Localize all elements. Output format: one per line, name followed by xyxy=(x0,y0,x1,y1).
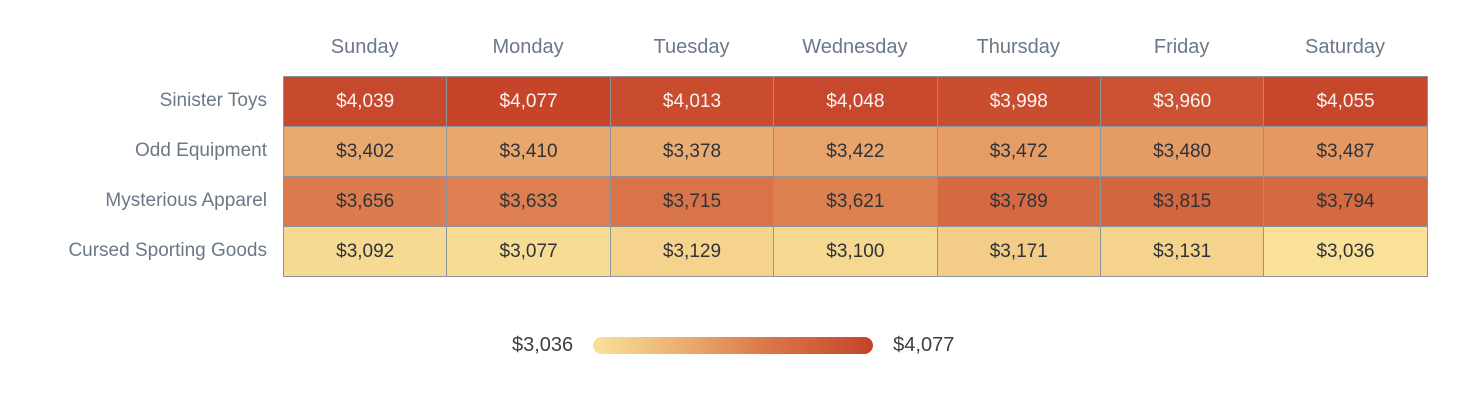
heatmap-cell: $3,621 xyxy=(774,177,938,227)
heatmap-row: $3,092 $3,077 $3,129 $3,100 $3,171 $3,131 $3,0… xyxy=(284,227,1428,277)
heatmap-cell: $3,633 xyxy=(447,177,611,227)
column-header: Wednesday xyxy=(802,36,908,58)
heatmap-grid: $4,039 $4,077 $4,013 $4,048 $3,998 $3,960 $4,0… xyxy=(283,76,1428,277)
heatmap-cell: $4,055 xyxy=(1264,77,1428,127)
heatmap-cell: $3,100 xyxy=(774,227,938,277)
column-header: Tuesday xyxy=(653,36,730,58)
heatmap-cell: $3,171 xyxy=(937,227,1101,277)
heatmap-cell: $3,422 xyxy=(774,127,938,177)
color-legend: $3,036 $4,077 xyxy=(512,334,954,357)
column-header: Sunday xyxy=(330,36,399,58)
heatmap-cell: $3,378 xyxy=(610,127,775,177)
heatmap-cell: $4,048 xyxy=(774,77,938,127)
heatmap-cell: $3,487 xyxy=(1264,127,1428,177)
legend-max-label: $4,077 xyxy=(893,334,955,356)
heatmap-cell: $3,656 xyxy=(284,177,448,227)
row-label: Odd Equipment xyxy=(134,140,267,161)
heatmap-cell: $3,077 xyxy=(447,227,611,277)
column-header: Monday xyxy=(492,36,564,58)
row-labels: Sinister Toys Odd Equipment Mysterious App… xyxy=(0,76,267,276)
heatmap-cell: $4,013 xyxy=(610,77,775,127)
heatmap-cell: $3,960 xyxy=(1100,77,1265,127)
heatmap-cell: $3,036 xyxy=(1264,227,1428,277)
heatmap-cell: $4,077 xyxy=(447,77,611,127)
heatmap-cell: $3,794 xyxy=(1264,177,1428,227)
heatmap-cell: $3,472 xyxy=(937,127,1101,177)
column-header: Saturday xyxy=(1305,36,1386,58)
heatmap-cell: $4,039 xyxy=(284,77,448,127)
row-label: Sinister Toys xyxy=(159,90,267,111)
column-header: Thursday xyxy=(976,36,1060,58)
heatmap-row: $4,039 $4,077 $4,013 $4,048 $3,998 $3,960 $4,0… xyxy=(284,77,1428,127)
heatmap-cell: $3,998 xyxy=(937,77,1101,127)
heatmap-cell: $3,410 xyxy=(447,127,611,177)
column-header: Friday xyxy=(1153,36,1210,58)
heatmap-row: $3,656 $3,633 $3,715 $3,621 $3,789 $3,815 $3,7… xyxy=(284,177,1428,227)
heatmap-row: $3,402 $3,410 $3,378 $3,422 $3,472 $3,480 $3,4… xyxy=(284,127,1428,177)
legend-min-label: $3,036 xyxy=(512,334,574,356)
heatmap-cell: $3,715 xyxy=(610,177,775,227)
heatmap-cell: $3,789 xyxy=(937,177,1101,227)
legend-gradient-bar xyxy=(593,337,874,354)
heatmap-cell: $3,480 xyxy=(1100,127,1265,177)
heatmap-cell: $3,129 xyxy=(610,227,775,277)
row-label: Cursed Sporting Goods xyxy=(68,240,267,261)
heatmap-cell: $3,815 xyxy=(1100,177,1265,227)
row-label: Mysterious Apparel xyxy=(105,190,267,211)
heatmap-cell: $3,131 xyxy=(1100,227,1265,277)
heatmap-cell: $3,402 xyxy=(284,127,448,177)
heatmap-cell: $3,092 xyxy=(284,227,448,277)
column-headers: Sunday Monday Tuesday Wednesday Thursday Frid… xyxy=(283,36,1427,59)
